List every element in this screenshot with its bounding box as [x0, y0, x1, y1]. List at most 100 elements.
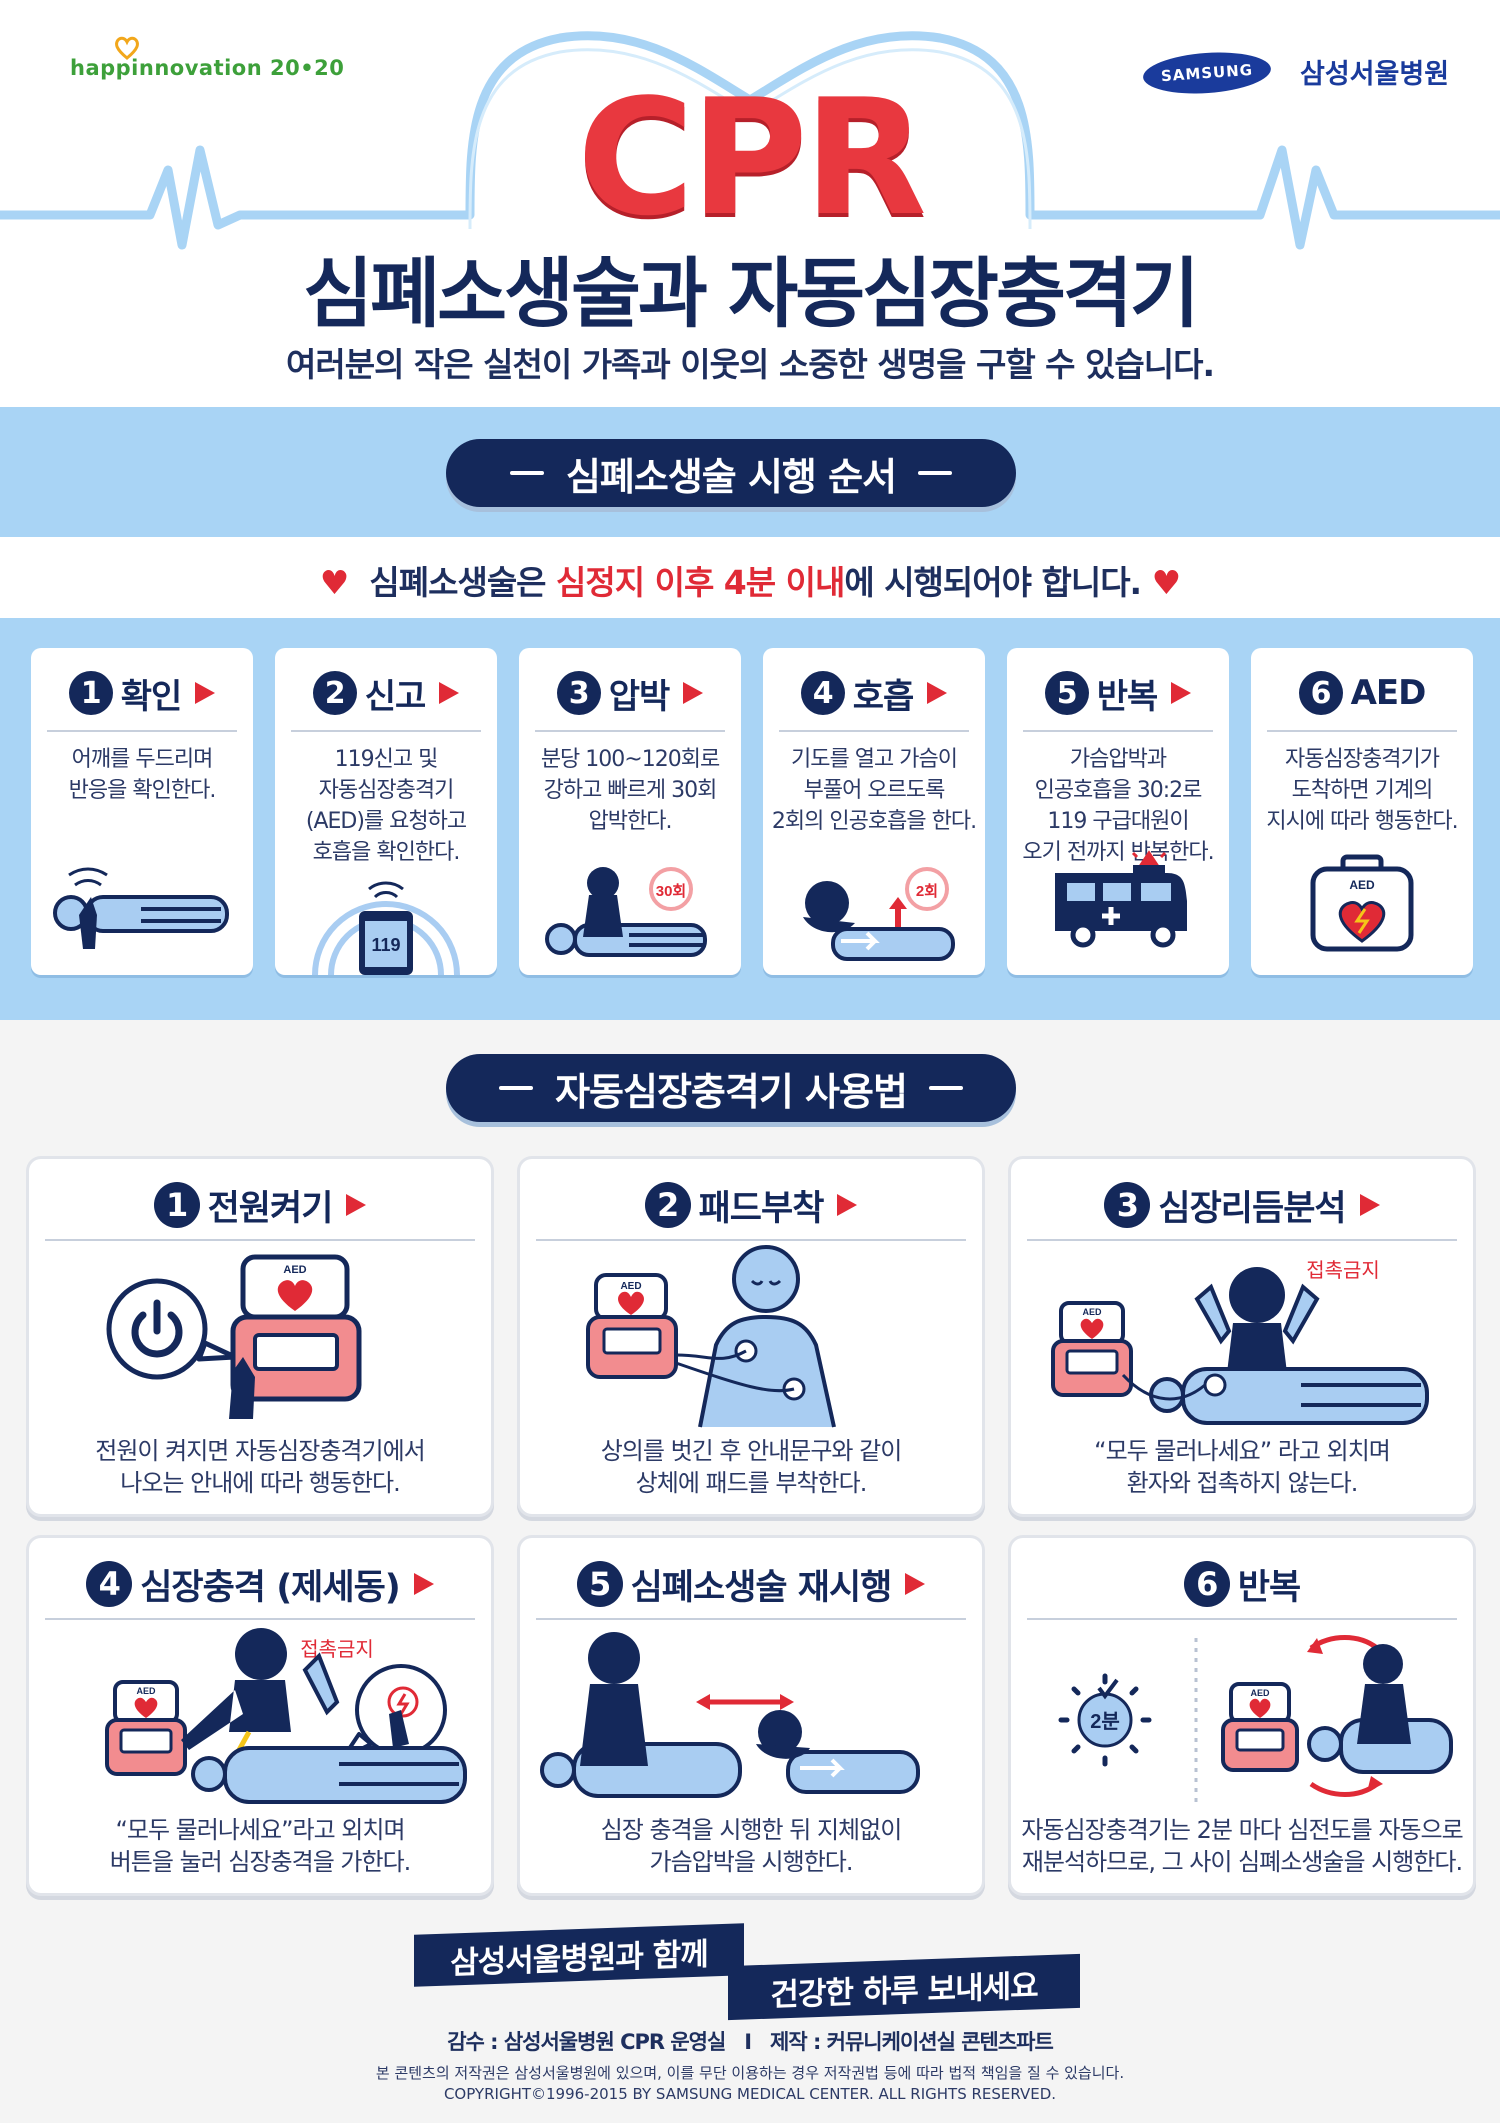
arrow-right-icon — [927, 682, 948, 704]
card-title: 패드부착 — [698, 1188, 825, 1229]
step-number: 4 — [800, 671, 845, 715]
notice-pre: 심폐소생술은 — [369, 563, 557, 602]
step-title: 압박 — [608, 676, 671, 717]
aed-box-label: AED — [1349, 878, 1375, 892]
aed-label: AED — [136, 1686, 156, 1696]
step-desc: 자동심장충격기가 도착하면 기계의 지시에 따라 행동한다. — [1266, 747, 1458, 834]
card-title: 심장충격 (제세동) — [140, 1567, 401, 1608]
section1-pill: 심폐소생술 시행 순서 — [446, 439, 1016, 507]
arrow-right-icon — [1171, 682, 1192, 704]
step-number: 5 — [1044, 671, 1089, 715]
step-desc: 기도를 열고 가슴이 부풀어 오르도록 2회의 인공호흡을 한다. — [771, 747, 977, 834]
step-number: 2 — [312, 671, 357, 715]
step-number: 3 — [556, 671, 601, 715]
card-number: 1 — [153, 1182, 200, 1228]
repeat-illustration: 2분 AED — [1058, 1635, 1453, 1804]
section2-pill: 자동심장충격기 사용법 — [446, 1054, 1016, 1122]
card-desc: 상의를 벗긴 후 안내문구와 같이 상체에 패드를 부착한다. — [600, 1437, 903, 1497]
phone-119-label: 119 — [371, 935, 400, 955]
header: happinnovation 20•20 SAMSUNG 삼성서울병원 CPR … — [0, 0, 1500, 405]
step-desc: 분당 100~120회로 강하고 빠르게 30회 압박한다. — [540, 747, 720, 834]
step-card-4: 4 호흡 기도를 열고 가슴이 부풀어 오르도록 2회의 인공호흡을 한다. 2회 — [763, 648, 985, 975]
timer-icon: 2분 — [1058, 1673, 1152, 1767]
rhythm-analysis-illustration: 접촉금지 AED — [1051, 1259, 1429, 1425]
card-title: 심장리듬분석 — [1158, 1188, 1346, 1229]
hospital-logo: 삼성서울병원 — [1300, 59, 1450, 90]
aed-card-1: 1 전원켜기 AED 전원이 켜지면 자동심장충격기에서 나오는 안내에 따라 행… — [29, 1159, 491, 1514]
heart-icon: ♥ — [1151, 563, 1182, 602]
page-title: 심폐소생술과 자동심장충격기 — [303, 249, 1199, 338]
card-title: 전원켜기 — [207, 1188, 334, 1229]
footer-banner-1-label: 삼성서울병원과 함께 — [450, 1936, 708, 1981]
power-on-illustration: AED — [106, 1254, 362, 1419]
chest-compression-icon: 30회 — [545, 867, 707, 957]
footer-banner-2-label: 건강한 하루 보내세요 — [770, 1967, 1038, 2014]
card-number: 5 — [576, 1561, 623, 1607]
card-number: 6 — [1183, 1561, 1230, 1607]
card-desc: “모두 물러나세요”라고 외치며 버튼을 눌러 심장충격을 가한다. — [109, 1816, 412, 1876]
aed-card-5: 5 심폐소생술 재시행 심장 충격을 시행한 뒤 지체없이 가슴압박을 시행한다. — [520, 1538, 982, 1893]
step-title: 호흡 — [852, 676, 915, 717]
cpr-heading: CPR — [577, 64, 927, 251]
step-number: 6 — [1298, 671, 1343, 715]
aed-box-icon: AED — [1310, 854, 1414, 952]
card-number: 2 — [644, 1182, 691, 1228]
aed-label: AED — [1250, 1688, 1270, 1698]
tap-shoulder-icon — [53, 867, 229, 949]
page-subtitle: 여러분의 작은 실천이 가족과 이웃의 소중한 생명을 구할 수 있습니다. — [285, 345, 1215, 384]
step-desc: 어깨를 두드리며 반응을 확인한다. — [68, 747, 217, 803]
rescue-breath-icon: 2회 — [803, 867, 955, 961]
step-card-1: 1 확인 어깨를 두드리며 반응을 확인한다. — [31, 648, 253, 975]
step-card-5: 5 반복 가슴압박과 인공호흡을 30:2로 119 구급대원이 오기 전까지 반… — [1007, 648, 1229, 975]
heart-logo-icon — [115, 36, 139, 60]
copyright-line: COPYRIGHT©1996-2015 BY SAMSUNG MEDICAL C… — [443, 2085, 1057, 2103]
step-card-3: 3 압박 분당 100~120회로 강하고 빠르게 30회 압박한다. 30회 — [519, 648, 741, 975]
ambulance-icon — [1055, 850, 1187, 948]
credits: 감수 : 삼성서울병원 CPR 운영실 I 제작 : 커뮤니케이션실 콘텐츠파트 — [447, 2030, 1054, 2054]
step-title: 신고 — [364, 676, 427, 717]
arrow-right-icon — [905, 1573, 926, 1595]
shock-illustration: 접촉금지 AED — [105, 1628, 467, 1804]
timer-label: 2분 — [1090, 1711, 1120, 1733]
arrow-right-icon — [413, 1573, 434, 1595]
section2-pill-label: 자동심장충격기 사용법 — [555, 1069, 908, 1114]
heart-icon: ♥ — [319, 563, 350, 602]
aed-label: AED — [1082, 1307, 1102, 1317]
arrow-right-icon — [195, 682, 216, 704]
card-desc: 심장 충격을 시행한 뒤 지체없이 가슴압박을 시행한다. — [600, 1816, 903, 1876]
pad-attach-illustration: AED — [586, 1245, 836, 1428]
no-touch-label: 접촉금지 — [300, 1638, 374, 1661]
card-number: 3 — [1104, 1182, 1151, 1228]
section1-pill-label: 심폐소생술 시행 순서 — [565, 454, 897, 499]
aed-card-3: 3 심장리듬분석 접촉금지 AED “모두 물러나세요” 라고 외치며 환자와 접… — [1011, 1159, 1473, 1514]
card-desc: 전원이 켜지면 자동심장충격기에서 나오는 안내에 따라 행동한다. — [95, 1437, 425, 1497]
step-title: AED — [1350, 673, 1427, 713]
card-desc: “모두 물러나세요” 라고 외치며 환자와 접촉하지 않는다. — [1094, 1437, 1391, 1497]
cpr-notice: ♥ 심폐소생술은 심정지 이후 4분 이내에 시행되어야 합니다. ♥ — [0, 556, 1500, 604]
compression-count-badge: 30회 — [656, 883, 687, 900]
aed-card-2: 2 패드부착 AED 상의를 벗긴 후 안내문구와 같이 상체에 패드를 부착한다… — [520, 1159, 982, 1514]
aed-label: AED — [283, 1264, 306, 1276]
step-title: 반복 — [1096, 676, 1159, 717]
arrow-right-icon — [1359, 1194, 1380, 1216]
aed-card-6: 6 반복 2분 AED 자동심장충격기는 2분 마다 심전도를 자동으로 재분석하 — [1011, 1538, 1473, 1893]
step-card-2: 2 신고 119신고 및 자동심장충격기 (AED)를 요청하고 호흡을 확인한다… — [275, 648, 497, 975]
step-desc: 119신고 및 자동심장충격기 (AED)를 요청하고 호흡을 확인한다. — [305, 747, 467, 865]
card-number: 4 — [86, 1561, 133, 1607]
aed-label: AED — [620, 1281, 641, 1292]
arrow-right-icon — [439, 682, 460, 704]
heartbeat-line-icon — [0, 31, 1500, 250]
step-desc: 가슴압박과 인공호흡을 30:2로 119 구급대원이 오기 전까지 반복한다. — [1022, 747, 1214, 865]
card-title: 심폐소생술 재시행 — [630, 1567, 893, 1608]
card-title: 반복 — [1237, 1567, 1301, 1608]
no-touch-label: 접촉금지 — [1306, 1259, 1380, 1282]
power-icon — [131, 1311, 183, 1358]
copyright-notice: 본 콘텐츠의 저작권은 삼성서울병원에 있으며, 이를 무단 이용하는 경우 저… — [375, 2064, 1125, 2082]
card-desc: 자동심장충격기는 2분 마다 심전도를 자동으로 재분석하므로, 그 사이 심폐… — [1021, 1816, 1463, 1876]
notice-highlight: 심정지 이후 4분 이내 — [556, 563, 845, 602]
arrow-right-icon — [837, 1194, 858, 1216]
happinnovation-logo: happinnovation 20•20 — [70, 56, 345, 80]
phone-119-icon: 119 — [312, 881, 460, 975]
step-title: 확인 — [120, 676, 183, 717]
breath-count-badge: 2회 — [916, 883, 938, 900]
